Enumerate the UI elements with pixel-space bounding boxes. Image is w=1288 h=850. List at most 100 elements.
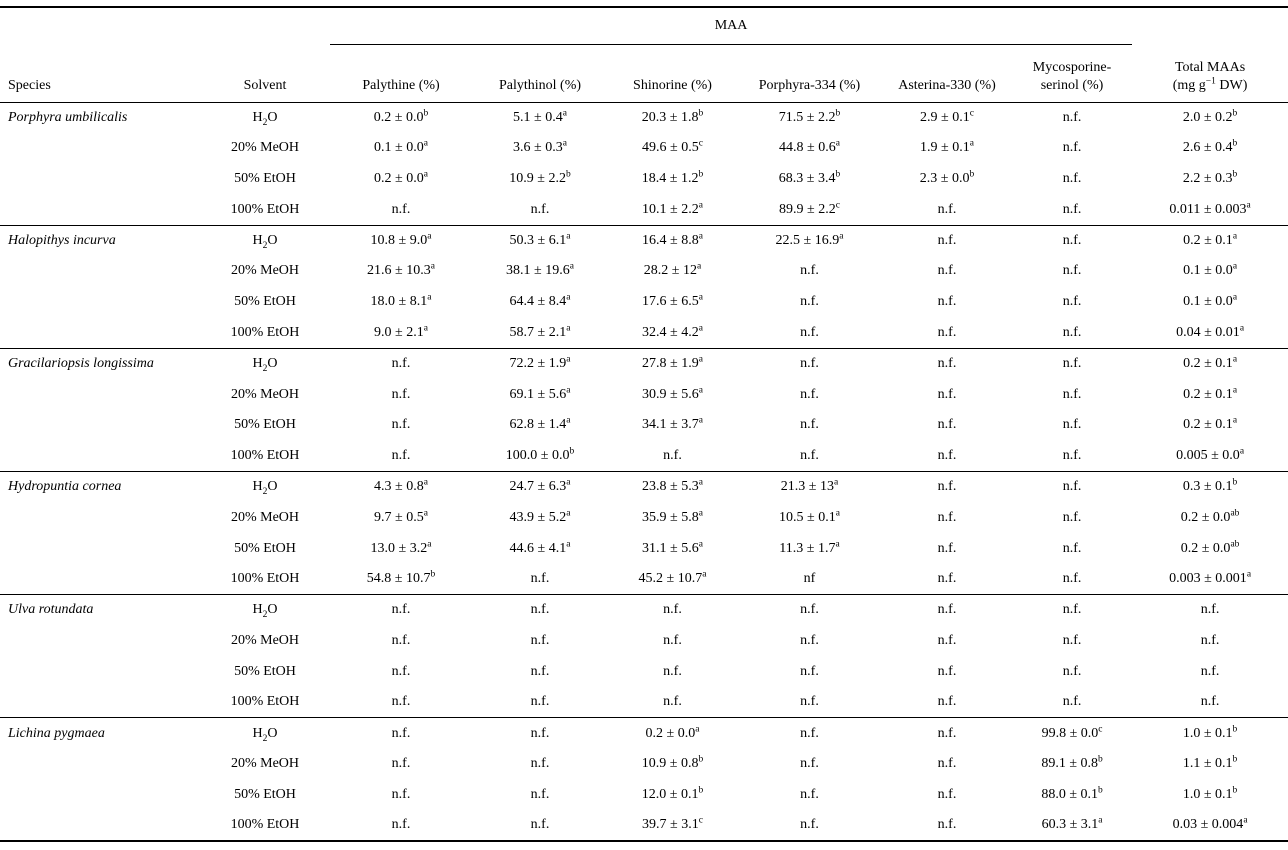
table-row: Hydropuntia cornea H2O 4.3 ± 0.8a 24.7 ± 6.… bbox=[0, 471, 1288, 503]
value-cell-shinorine: 23.8 ± 5.3a bbox=[642, 477, 703, 495]
table-row: Gracilariopsis longissima H2O n.f. 72.2 ± 1… bbox=[0, 348, 1288, 379]
value-cell-asterina-330: n.f. bbox=[937, 602, 957, 618]
solvent-cell: 50% EtOH bbox=[234, 294, 296, 310]
table-row: 50% EtOH n.f. 62.8 ± 1.4a 34.1 ± 3.7a n.f. n.… bbox=[0, 410, 1288, 441]
value-cell-asterina-330: n.f. bbox=[937, 694, 957, 710]
value-cell-palythine: n.f. bbox=[391, 663, 411, 679]
species-name bbox=[0, 441, 200, 472]
value-cell-mycosporine-serinol: 89.1 ± 0.8b bbox=[1041, 754, 1103, 772]
value-cell-total-maas: 0.2 ± 0.1a bbox=[1183, 384, 1238, 402]
value-cell-total-maas: 0.003 ± 0.001a bbox=[1169, 569, 1252, 587]
value-cell-total-maas: 0.011 ± 0.003a bbox=[1169, 199, 1251, 217]
value-cell-porphyra-334: n.f. bbox=[800, 786, 819, 802]
species-name bbox=[0, 287, 200, 318]
species-name bbox=[0, 133, 200, 164]
value-cell-asterina-330: n.f. bbox=[937, 540, 957, 556]
value-cell-shinorine: n.f. bbox=[663, 632, 682, 648]
value-cell-porphyra-334: 10.5 ± 0.1a bbox=[779, 508, 840, 525]
value-cell-palythinol: 43.9 ± 5.2a bbox=[509, 508, 571, 525]
value-cell-porphyra-334: n.f. bbox=[800, 294, 819, 310]
solvent-cell: H2O bbox=[252, 725, 278, 744]
value-cell-palythine: 0.2 ± 0.0a bbox=[374, 169, 428, 186]
value-cell-mycosporine-serinol: n.f. bbox=[1062, 170, 1082, 186]
value-cell-shinorine: 31.1 ± 5.6a bbox=[642, 538, 703, 556]
value-cell-palythine: n.f. bbox=[391, 356, 411, 372]
value-cell-asterina-330: n.f. bbox=[937, 386, 957, 402]
value-cell-total-maas: 0.2 ± 0.1a bbox=[1183, 415, 1238, 433]
maa-group-header: MAA bbox=[330, 7, 1133, 45]
value-cell-total-maas: 2.2 ± 0.3b bbox=[1182, 169, 1238, 186]
value-cell-palythinol: n.f. bbox=[530, 632, 550, 648]
value-cell-porphyra-334: n.f. bbox=[800, 263, 819, 279]
value-cell-mycosporine-serinol: n.f. bbox=[1062, 294, 1082, 310]
col-header-palythine: Palythine (%) bbox=[362, 77, 440, 93]
value-cell-palythine: 21.6 ± 10.3a bbox=[367, 261, 435, 279]
value-cell-asterina-330: n.f. bbox=[937, 479, 957, 495]
solvent-cell: H2O bbox=[252, 232, 278, 251]
table-row: 100% EtOH n.f. n.f. 39.7 ± 3.1c n.f. n.f. 60.3… bbox=[0, 810, 1288, 841]
value-cell-total-maas: n.f. bbox=[1200, 632, 1220, 648]
value-cell-palythine: 4.3 ± 0.8a bbox=[374, 477, 428, 495]
solvent-cell: 50% EtOH bbox=[234, 786, 296, 802]
value-cell-porphyra-334: n.f. bbox=[800, 756, 819, 772]
solvent-cell: H2O bbox=[252, 602, 278, 621]
value-cell-palythine: n.f. bbox=[391, 632, 411, 648]
value-cell-palythine: n.f. bbox=[391, 756, 411, 772]
species-name bbox=[0, 564, 200, 595]
species-name: Gracilariopsis longissima bbox=[8, 356, 154, 372]
value-cell-palythinol: 69.1 ± 5.6a bbox=[509, 384, 571, 402]
value-cell-total-maas: 0.2 ± 0.0ab bbox=[1180, 508, 1240, 525]
col-header-total-maas: Total MAAs (mg g−1 DW) bbox=[1172, 59, 1248, 93]
value-cell-palythine: 0.1 ± 0.0a bbox=[374, 138, 428, 156]
solvent-cell: 50% EtOH bbox=[234, 417, 296, 433]
value-cell-asterina-330: n.f. bbox=[937, 324, 957, 340]
solvent-cell: 100% EtOH bbox=[230, 324, 300, 340]
value-cell-porphyra-334: n.f. bbox=[800, 817, 819, 833]
value-cell-mycosporine-serinol: n.f. bbox=[1062, 356, 1082, 372]
value-cell-mycosporine-serinol: n.f. bbox=[1062, 201, 1082, 217]
species-name: Halopithys incurva bbox=[8, 232, 116, 248]
value-cell-porphyra-334: n.f. bbox=[800, 417, 819, 433]
solvent-cell: 100% EtOH bbox=[230, 447, 300, 463]
table-body: Porphyra umbilicalis H2O 0.2 ± 0.0b 5.1 ± 0… bbox=[0, 102, 1288, 841]
species-name bbox=[0, 780, 200, 811]
value-cell-palythine: n.f. bbox=[391, 447, 411, 463]
solvent-cell: 20% MeOH bbox=[230, 263, 300, 279]
species-name bbox=[0, 164, 200, 195]
value-cell-total-maas: n.f. bbox=[1200, 602, 1220, 618]
value-cell-porphyra-334: 68.3 ± 3.4b bbox=[778, 169, 841, 186]
value-cell-total-maas: 0.2 ± 0.1a bbox=[1183, 231, 1238, 248]
value-cell-total-maas: 1.0 ± 0.1b bbox=[1182, 723, 1238, 741]
species-name bbox=[0, 810, 200, 841]
solvent-cell: 50% EtOH bbox=[234, 540, 296, 556]
value-cell-palythinol: 64.4 ± 8.4a bbox=[509, 292, 571, 310]
value-cell-porphyra-334: n.f. bbox=[800, 324, 819, 340]
value-cell-palythine: 54.8 ± 10.7b bbox=[366, 569, 436, 587]
value-cell-mycosporine-serinol: 88.0 ± 0.1b bbox=[1041, 785, 1103, 802]
species-name bbox=[0, 502, 200, 533]
value-cell-porphyra-334: n.f. bbox=[800, 602, 819, 618]
value-cell-palythine: 10.8 ± 9.0a bbox=[370, 231, 432, 248]
table-row: 100% EtOH n.f. n.f. 10.1 ± 2.2a 89.9 ± 2.2c n… bbox=[0, 194, 1288, 225]
value-cell-palythine: n.f. bbox=[391, 694, 411, 710]
table-row: 100% EtOH n.f. 100.0 ± 0.0b n.f. n.f. n.f. n.f… bbox=[0, 441, 1288, 472]
value-cell-shinorine: 0.2 ± 0.0a bbox=[645, 723, 700, 741]
value-cell-asterina-330: n.f. bbox=[937, 817, 957, 833]
value-cell-asterina-330: n.f. bbox=[937, 447, 957, 463]
table-row: 50% EtOH 18.0 ± 8.1a 64.4 ± 8.4a 17.6 ± 6.5… bbox=[0, 287, 1288, 318]
value-cell-palythinol: n.f. bbox=[530, 756, 550, 772]
value-cell-shinorine: 35.9 ± 5.8a bbox=[642, 508, 703, 525]
value-cell-asterina-330: 1.9 ± 0.1a bbox=[920, 138, 974, 156]
solvent-cell: 100% EtOH bbox=[230, 817, 300, 833]
species-name bbox=[0, 656, 200, 687]
table-row: 50% EtOH 0.2 ± 0.0a 10.9 ± 2.2b 18.4 ± 1.2b… bbox=[0, 164, 1288, 195]
value-cell-total-maas: 1.1 ± 0.1b bbox=[1182, 754, 1238, 772]
value-cell-palythine: n.f. bbox=[391, 786, 411, 802]
value-cell-total-maas: n.f. bbox=[1200, 694, 1220, 710]
value-cell-palythinol: n.f. bbox=[530, 602, 550, 618]
value-cell-palythinol: n.f. bbox=[530, 694, 550, 710]
species-name bbox=[0, 256, 200, 287]
value-cell-total-maas: 2.6 ± 0.4b bbox=[1182, 138, 1238, 156]
value-cell-mycosporine-serinol: n.f. bbox=[1062, 602, 1082, 618]
table-row: Lichina pygmaea H2O n.f. n.f. 0.2 ± 0.0a n.f.… bbox=[0, 717, 1288, 749]
